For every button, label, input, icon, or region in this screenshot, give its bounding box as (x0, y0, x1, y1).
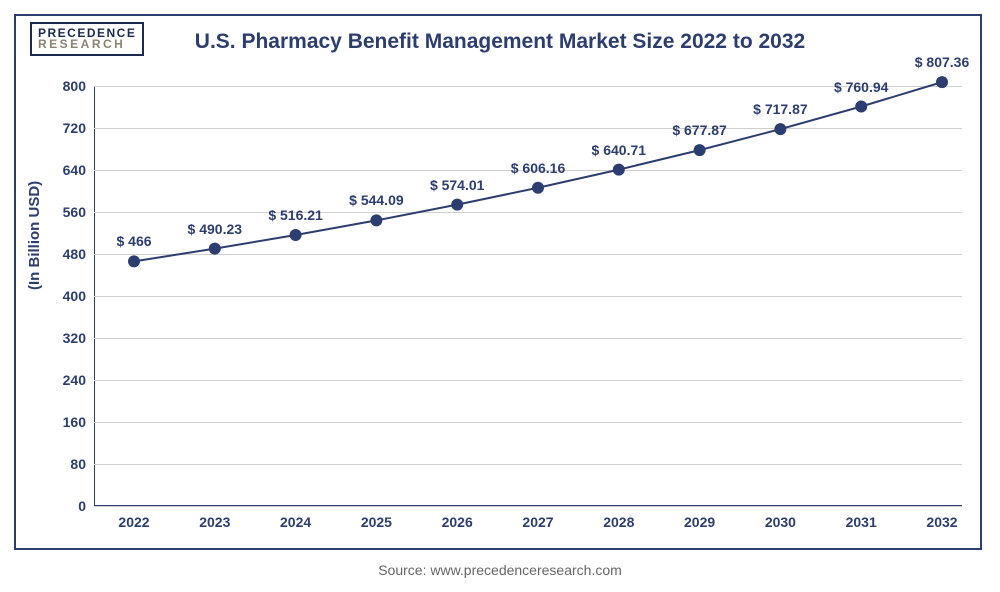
y-tick-label: 400 (63, 288, 86, 304)
data-marker (694, 144, 706, 156)
chart-container: PRECEDENCE RESEARCH U.S. Pharmacy Benefi… (0, 0, 1000, 592)
y-tick-label: 240 (63, 372, 86, 388)
data-label: $ 516.21 (268, 207, 323, 223)
data-label: $ 717.87 (753, 101, 808, 117)
data-label: $ 677.87 (672, 122, 727, 138)
data-label: $ 466 (116, 233, 151, 249)
x-tick-label: 2026 (442, 514, 473, 530)
x-tick-label: 2028 (603, 514, 634, 530)
x-tick-label: 2031 (846, 514, 877, 530)
x-tick-label: 2025 (361, 514, 392, 530)
data-marker (128, 255, 140, 267)
y-tick-label: 160 (63, 414, 86, 430)
data-label: $ 760.94 (834, 79, 889, 95)
data-marker (936, 76, 948, 88)
data-marker (451, 199, 463, 211)
x-tick-label: 2027 (522, 514, 553, 530)
data-marker (613, 164, 625, 176)
data-label: $ 606.16 (511, 160, 566, 176)
y-tick-label: 720 (63, 120, 86, 136)
y-tick-label: 560 (63, 204, 86, 220)
y-tick-label: 640 (63, 162, 86, 178)
y-tick-label: 320 (63, 330, 86, 346)
data-marker (855, 101, 867, 113)
data-marker (290, 229, 302, 241)
data-label: $ 807.36 (915, 54, 970, 70)
data-label: $ 640.71 (592, 142, 647, 158)
data-label: $ 490.23 (188, 221, 243, 237)
x-tick-label: 2029 (684, 514, 715, 530)
y-tick-label: 480 (63, 246, 86, 262)
data-marker (209, 243, 221, 255)
y-tick-label: 80 (70, 456, 86, 472)
data-label: $ 574.01 (430, 177, 485, 193)
x-tick-label: 2030 (765, 514, 796, 530)
chart-svg (94, 86, 962, 506)
chart-area: 0801602403204004805606407208002022202320… (94, 86, 962, 506)
x-tick-label: 2024 (280, 514, 311, 530)
y-tick-label: 800 (63, 78, 86, 94)
data-marker (532, 182, 544, 194)
data-label: $ 544.09 (349, 192, 404, 208)
grid-line (94, 506, 962, 507)
chart-title: U.S. Pharmacy Benefit Management Market … (0, 30, 1000, 54)
data-marker (774, 123, 786, 135)
x-tick-label: 2022 (118, 514, 149, 530)
x-tick-label: 2023 (199, 514, 230, 530)
x-tick-label: 2032 (926, 514, 957, 530)
y-tick-label: 0 (78, 498, 86, 514)
data-marker (370, 214, 382, 226)
y-axis-label: (In Billion USD) (26, 181, 43, 290)
source-text: Source: www.precedenceresearch.com (0, 562, 1000, 578)
